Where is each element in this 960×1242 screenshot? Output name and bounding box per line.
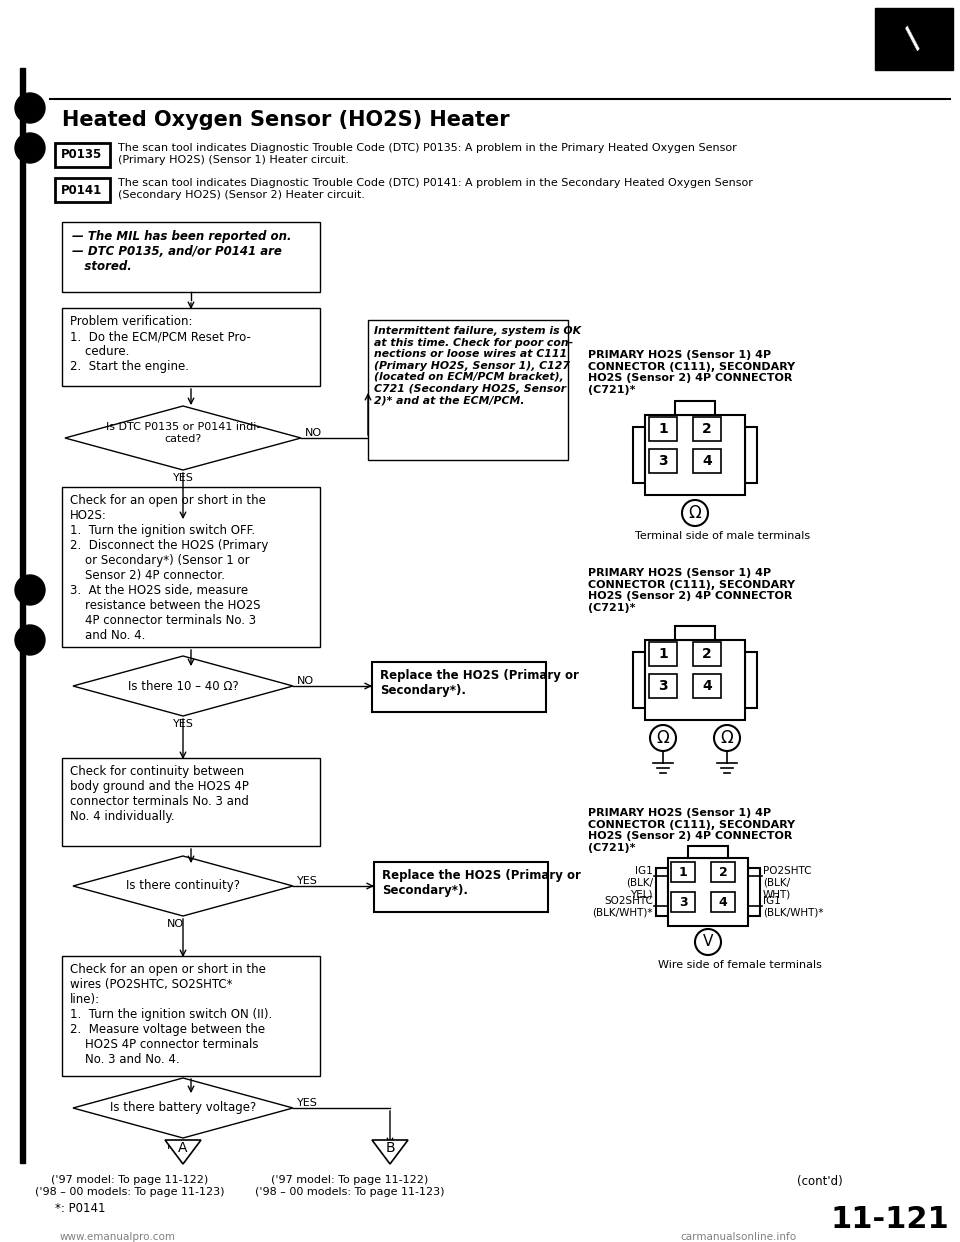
Text: Heated Oxygen Sensor (HO2S) Heater: Heated Oxygen Sensor (HO2S) Heater bbox=[62, 111, 510, 130]
FancyBboxPatch shape bbox=[711, 892, 735, 912]
FancyBboxPatch shape bbox=[55, 143, 110, 166]
Polygon shape bbox=[73, 856, 293, 917]
Text: 1: 1 bbox=[679, 866, 687, 878]
Text: /: / bbox=[900, 25, 928, 53]
FancyBboxPatch shape bbox=[55, 178, 110, 202]
Text: Ω: Ω bbox=[721, 729, 733, 746]
FancyBboxPatch shape bbox=[875, 7, 953, 70]
FancyBboxPatch shape bbox=[368, 320, 568, 460]
FancyBboxPatch shape bbox=[633, 652, 645, 708]
Circle shape bbox=[15, 93, 45, 123]
FancyBboxPatch shape bbox=[693, 642, 721, 666]
Text: ('97 model: To page 11-122)
('98 – 00 models: To page 11-123): ('97 model: To page 11-122) ('98 – 00 mo… bbox=[36, 1175, 225, 1196]
Text: NO: NO bbox=[305, 428, 323, 438]
Text: ('97 model: To page 11-122)
('98 – 00 models: To page 11-123): ('97 model: To page 11-122) ('98 – 00 mo… bbox=[255, 1175, 444, 1196]
FancyBboxPatch shape bbox=[20, 68, 25, 1163]
Text: Check for an open or short in the
wires (PO2SHTC, SO2SHTC*
line):
1.  Turn the i: Check for an open or short in the wires … bbox=[70, 963, 273, 1066]
FancyBboxPatch shape bbox=[745, 652, 757, 708]
FancyBboxPatch shape bbox=[645, 640, 745, 720]
FancyBboxPatch shape bbox=[62, 487, 320, 647]
Polygon shape bbox=[372, 1140, 408, 1164]
Polygon shape bbox=[73, 1078, 293, 1138]
Text: P0135: P0135 bbox=[61, 149, 103, 161]
Text: Replace the HO2S (Primary or
Secondary*).: Replace the HO2S (Primary or Secondary*)… bbox=[380, 669, 579, 697]
Text: Check for continuity between
body ground and the HO2S 4P
connector terminals No.: Check for continuity between body ground… bbox=[70, 765, 249, 823]
Text: (cont'd): (cont'd) bbox=[797, 1175, 843, 1189]
Text: Problem verification:
1.  Do the ECM/PCM Reset Pro-
    cedure.
2.  Start the en: Problem verification: 1. Do the ECM/PCM … bbox=[70, 315, 251, 373]
Circle shape bbox=[682, 501, 708, 527]
Text: 1: 1 bbox=[659, 647, 668, 661]
Text: Wire side of female terminals: Wire side of female terminals bbox=[658, 960, 822, 970]
Text: 3: 3 bbox=[659, 679, 668, 693]
Text: Check for an open or short in the
HO2S:
1.  Turn the ignition switch OFF.
2.  Di: Check for an open or short in the HO2S: … bbox=[70, 494, 269, 642]
Text: P0141: P0141 bbox=[61, 184, 103, 196]
Text: PRIMARY HO2S (Sensor 1) 4P
CONNECTOR (C111), SECONDARY
HO2S (Sensor 2) 4P CONNEC: PRIMARY HO2S (Sensor 1) 4P CONNECTOR (C1… bbox=[588, 809, 795, 853]
Text: Is there continuity?: Is there continuity? bbox=[126, 879, 240, 893]
Text: 2: 2 bbox=[702, 422, 712, 436]
FancyBboxPatch shape bbox=[693, 674, 721, 698]
FancyBboxPatch shape bbox=[656, 868, 668, 917]
FancyBboxPatch shape bbox=[372, 662, 546, 712]
Text: IG1
(BLK/
YEL): IG1 (BLK/ YEL) bbox=[626, 866, 653, 899]
Text: 2: 2 bbox=[719, 866, 728, 878]
FancyBboxPatch shape bbox=[62, 308, 320, 386]
FancyBboxPatch shape bbox=[693, 450, 721, 473]
Text: — The MIL has been reported on.
— DTC P0135, and/or P0141 are
   stored.: — The MIL has been reported on. — DTC P0… bbox=[72, 230, 292, 273]
Text: YES: YES bbox=[173, 719, 193, 729]
Text: Is DTC P0135 or P0141 indi-
cated?: Is DTC P0135 or P0141 indi- cated? bbox=[106, 422, 260, 443]
Text: B: B bbox=[385, 1141, 395, 1155]
Text: YES: YES bbox=[173, 473, 193, 483]
FancyBboxPatch shape bbox=[745, 427, 757, 483]
Text: Is there 10 – 40 Ω?: Is there 10 – 40 Ω? bbox=[128, 679, 238, 693]
FancyBboxPatch shape bbox=[62, 222, 320, 292]
Text: A: A bbox=[179, 1141, 188, 1155]
Text: The scan tool indicates Diagnostic Trouble Code (DTC) P0135: A problem in the Pr: The scan tool indicates Diagnostic Troub… bbox=[118, 143, 736, 165]
Circle shape bbox=[695, 929, 721, 955]
FancyBboxPatch shape bbox=[374, 862, 548, 912]
Text: Ω: Ω bbox=[688, 504, 702, 522]
Text: IG1
(BLK/WHT)*: IG1 (BLK/WHT)* bbox=[763, 895, 824, 918]
Text: The scan tool indicates Diagnostic Trouble Code (DTC) P0141: A problem in the Se: The scan tool indicates Diagnostic Troub… bbox=[118, 178, 753, 200]
Polygon shape bbox=[73, 656, 293, 715]
Text: YES: YES bbox=[297, 876, 318, 886]
FancyBboxPatch shape bbox=[711, 862, 735, 882]
Text: 2: 2 bbox=[702, 647, 712, 661]
Text: 4: 4 bbox=[719, 895, 728, 908]
Text: PO2SHTC
(BLK/
WHT): PO2SHTC (BLK/ WHT) bbox=[763, 866, 811, 899]
Text: NO: NO bbox=[166, 1141, 183, 1151]
FancyBboxPatch shape bbox=[62, 758, 320, 846]
Text: 1: 1 bbox=[659, 422, 668, 436]
FancyBboxPatch shape bbox=[645, 415, 745, 496]
Text: 3: 3 bbox=[679, 895, 687, 908]
Text: NO: NO bbox=[297, 676, 314, 686]
Text: PRIMARY HO2S (Sensor 1) 4P
CONNECTOR (C111), SECONDARY
HO2S (Sensor 2) 4P CONNEC: PRIMARY HO2S (Sensor 1) 4P CONNECTOR (C1… bbox=[588, 350, 795, 395]
Text: Is there battery voltage?: Is there battery voltage? bbox=[109, 1102, 256, 1114]
Circle shape bbox=[15, 625, 45, 655]
FancyBboxPatch shape bbox=[675, 626, 715, 640]
FancyBboxPatch shape bbox=[668, 858, 748, 927]
FancyBboxPatch shape bbox=[671, 892, 695, 912]
FancyBboxPatch shape bbox=[688, 846, 728, 858]
Text: *: P0141: *: P0141 bbox=[55, 1202, 106, 1215]
FancyBboxPatch shape bbox=[649, 642, 677, 666]
Circle shape bbox=[650, 725, 676, 751]
Circle shape bbox=[15, 575, 45, 605]
Text: 11-121: 11-121 bbox=[830, 1205, 948, 1235]
Text: SO2SHTC
(BLK/WHT)*: SO2SHTC (BLK/WHT)* bbox=[592, 895, 653, 918]
Text: www.emanualpro.com: www.emanualpro.com bbox=[60, 1232, 176, 1242]
FancyBboxPatch shape bbox=[649, 674, 677, 698]
FancyBboxPatch shape bbox=[748, 868, 760, 917]
Text: 3: 3 bbox=[659, 455, 668, 468]
FancyBboxPatch shape bbox=[633, 427, 645, 483]
FancyBboxPatch shape bbox=[62, 956, 320, 1076]
FancyBboxPatch shape bbox=[675, 401, 715, 415]
Polygon shape bbox=[65, 406, 301, 469]
Text: Terminal side of male terminals: Terminal side of male terminals bbox=[635, 532, 810, 542]
Text: NO: NO bbox=[166, 919, 183, 929]
FancyBboxPatch shape bbox=[649, 417, 677, 441]
Text: Replace the HO2S (Primary or
Secondary*).: Replace the HO2S (Primary or Secondary*)… bbox=[382, 869, 581, 897]
Text: 4: 4 bbox=[702, 455, 712, 468]
Text: PRIMARY HO2S (Sensor 1) 4P
CONNECTOR (C111), SECONDARY
HO2S (Sensor 2) 4P CONNEC: PRIMARY HO2S (Sensor 1) 4P CONNECTOR (C1… bbox=[588, 568, 795, 612]
Circle shape bbox=[714, 725, 740, 751]
Text: Intermittent failure, system is OK
at this time. Check for poor con-
nections or: Intermittent failure, system is OK at th… bbox=[374, 325, 581, 406]
